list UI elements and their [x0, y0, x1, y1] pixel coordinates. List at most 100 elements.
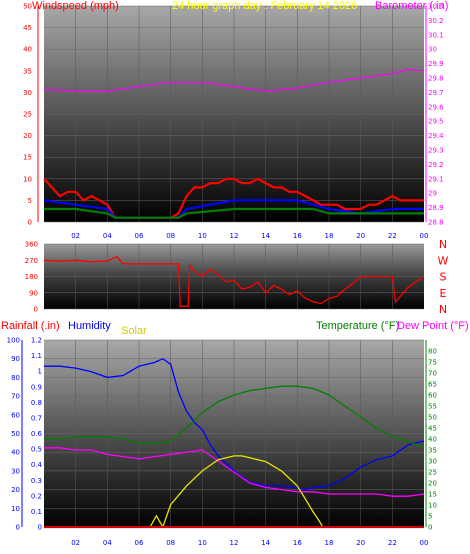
- wind-tick-20: 20: [23, 132, 32, 140]
- temp-tick-75: 75: [428, 359, 437, 367]
- humidity-tick-90: 90: [11, 355, 20, 363]
- temperature-axis-label: Temperature (°F): [316, 320, 400, 332]
- wind-xtick-22: 22: [388, 232, 397, 240]
- temp-tick-60: 60: [428, 392, 437, 400]
- temp-xtick-16: 16: [293, 539, 302, 547]
- rain-tick-0.3: 0.3: [31, 477, 42, 485]
- baro-tick-29.7: 29.7: [428, 89, 444, 97]
- temp-tick-15: 15: [428, 491, 437, 499]
- wind-tick-25: 25: [23, 111, 32, 119]
- wind-tick-45: 45: [23, 24, 32, 32]
- temp-tick-50: 50: [428, 414, 437, 422]
- rain-tick-0.9: 0.9: [31, 383, 42, 391]
- temp-tick-5: 5: [428, 513, 432, 521]
- wind-tick-30: 30: [23, 89, 32, 97]
- rain-tick-0: 0: [38, 524, 42, 532]
- temp-xtick-22: 22: [388, 539, 397, 547]
- wind-xtick-08: 08: [166, 232, 175, 240]
- wind-xtick-20: 20: [356, 232, 365, 240]
- rain-tick-0.4: 0.4: [31, 461, 43, 469]
- wind-tick-50: 50: [23, 3, 32, 11]
- rain-tick-0.8: 0.8: [31, 399, 42, 407]
- temp-tick-35: 35: [428, 447, 437, 455]
- dir-tick-0: 0: [34, 306, 38, 314]
- humidity-tick-60: 60: [11, 411, 20, 419]
- dir-tick-360: 360: [25, 241, 38, 249]
- baro-tick-29.8: 29.8: [428, 75, 444, 83]
- barometer-axis-label: Barometer (.in): [375, 0, 449, 12]
- temp-series-0: [44, 357, 425, 491]
- chart-title: 24 hour graph day : February 14 2026: [172, 0, 358, 12]
- humidity-tick-10: 10: [11, 505, 20, 513]
- temp-tick-65: 65: [428, 381, 437, 389]
- baro-tick-29.9: 29.9: [428, 60, 444, 68]
- baro-tick-28.9: 28.9: [428, 204, 444, 212]
- temp-xtick-06: 06: [135, 539, 144, 547]
- wind-series-0: [43, 177, 424, 219]
- temp-xtick-08: 08: [166, 539, 175, 547]
- baro-tick-29.2: 29.2: [428, 161, 444, 169]
- temp-xtick-02: 02: [71, 539, 80, 547]
- dir-tick-270: 270: [25, 257, 38, 265]
- rain-tick-0.5: 0.5: [31, 446, 42, 454]
- dir-tick-90: 90: [29, 289, 38, 297]
- wind-xtick-00: 00: [420, 232, 429, 240]
- rain-tick-1.1: 1.1: [31, 352, 42, 360]
- wind-xtick-06: 06: [135, 232, 144, 240]
- temp-tick-0: 0: [428, 524, 432, 532]
- rain-tick-0.7: 0.7: [31, 414, 42, 422]
- wind-series-2: [44, 207, 424, 219]
- baro-tick-29.5: 29.5: [428, 118, 444, 126]
- wind-tick-35: 35: [23, 67, 32, 75]
- wind-xtick-18: 18: [325, 232, 334, 240]
- baro-tick-30.2: 30.2: [428, 17, 444, 25]
- baro-tick-30.1: 30.1: [428, 31, 444, 39]
- rain-tick-1: 1: [38, 368, 42, 376]
- direction-series-0: [43, 255, 425, 307]
- temp-xtick-12: 12: [230, 539, 239, 547]
- wind-xtick-12: 12: [230, 232, 239, 240]
- temp-xtick-00: 00: [420, 539, 429, 547]
- baro-tick-30.3: 30.3: [428, 3, 444, 11]
- temp-tick-20: 20: [428, 480, 437, 488]
- humidity-tick-30: 30: [11, 467, 20, 475]
- temp-tick-25: 25: [428, 469, 437, 477]
- humidity-tick-70: 70: [11, 393, 20, 401]
- wind-tick-15: 15: [23, 154, 32, 162]
- compass-label-0: N: [439, 238, 447, 251]
- wind-tick-40: 40: [23, 46, 32, 54]
- dir-tick-180: 180: [25, 273, 38, 281]
- temp-tick-80: 80: [428, 348, 437, 356]
- rain-tick-0.6: 0.6: [31, 430, 43, 438]
- humidity-tick-0: 0: [16, 524, 20, 532]
- rain-tick-1.2: 1.2: [31, 337, 42, 345]
- temp-series-1: [44, 385, 425, 449]
- wind-xtick-10: 10: [198, 232, 207, 240]
- temp-tick-30: 30: [428, 458, 437, 466]
- temp-series-2: [44, 447, 425, 497]
- temp-tick-10: 10: [428, 502, 437, 510]
- wind-xtick-16: 16: [293, 232, 302, 240]
- dewpoint-axis-label: Dew Point (°F): [397, 320, 469, 332]
- compass-label-1: W: [438, 254, 449, 267]
- wind-tick-10: 10: [23, 175, 32, 183]
- wind-tick-5: 5: [28, 197, 32, 205]
- temp-tick-70: 70: [428, 370, 437, 378]
- temp-xtick-18: 18: [325, 539, 334, 547]
- wind-xtick-04: 04: [103, 232, 112, 240]
- wind-tick-0: 0: [28, 219, 32, 227]
- baro-tick-29.3: 29.3: [428, 147, 444, 155]
- temp-tick-40: 40: [428, 436, 437, 444]
- solar-axis-label: Solar: [121, 325, 147, 337]
- humidity-axis-label: Humidity: [68, 320, 111, 332]
- windspeed-axis-label: Windspeed (mph): [32, 0, 119, 12]
- temp-xtick-20: 20: [356, 539, 365, 547]
- wind-xtick-02: 02: [71, 232, 80, 240]
- temp-tick-55: 55: [428, 403, 437, 411]
- baro-tick-29.6: 29.6: [428, 103, 444, 111]
- humidity-tick-40: 40: [11, 449, 20, 457]
- wind-series-3: [43, 68, 425, 92]
- humidity-tick-80: 80: [11, 374, 20, 382]
- compass-label-3: E: [440, 287, 447, 300]
